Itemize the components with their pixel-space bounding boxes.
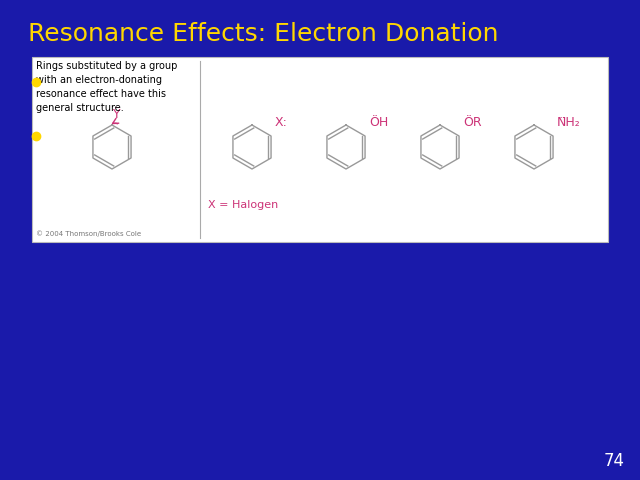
Text: X:: X: bbox=[275, 116, 288, 129]
Text: X = Halogen: X = Halogen bbox=[208, 200, 278, 210]
Text: ÖR: ÖR bbox=[463, 116, 482, 129]
Text: substituents: substituents bbox=[50, 94, 185, 114]
Text: 74: 74 bbox=[604, 452, 625, 470]
Text: © 2004 Thomson/Brooks Cole: © 2004 Thomson/Brooks Cole bbox=[36, 230, 141, 237]
Text: ÖH: ÖH bbox=[369, 116, 388, 129]
Text: electrons through resonance: electrons through resonance bbox=[186, 94, 492, 114]
Text: Rings substituted by a group
with an electron-donating
resonance effect have thi: Rings substituted by a group with an ele… bbox=[36, 61, 177, 113]
Text: Halogen, OH, alkoxyl (OR), and amino: Halogen, OH, alkoxyl (OR), and amino bbox=[50, 72, 445, 92]
Text: donate: donate bbox=[140, 94, 213, 114]
Text: Resonance Effects: Electron Donation: Resonance Effects: Electron Donation bbox=[28, 22, 499, 46]
Text: Ÿ: Ÿ bbox=[112, 108, 120, 121]
Text: π electrons flow from into the ring: π electrons flow from into the ring bbox=[50, 126, 412, 146]
FancyBboxPatch shape bbox=[32, 57, 608, 242]
Text: N̈H₂: N̈H₂ bbox=[557, 116, 580, 129]
